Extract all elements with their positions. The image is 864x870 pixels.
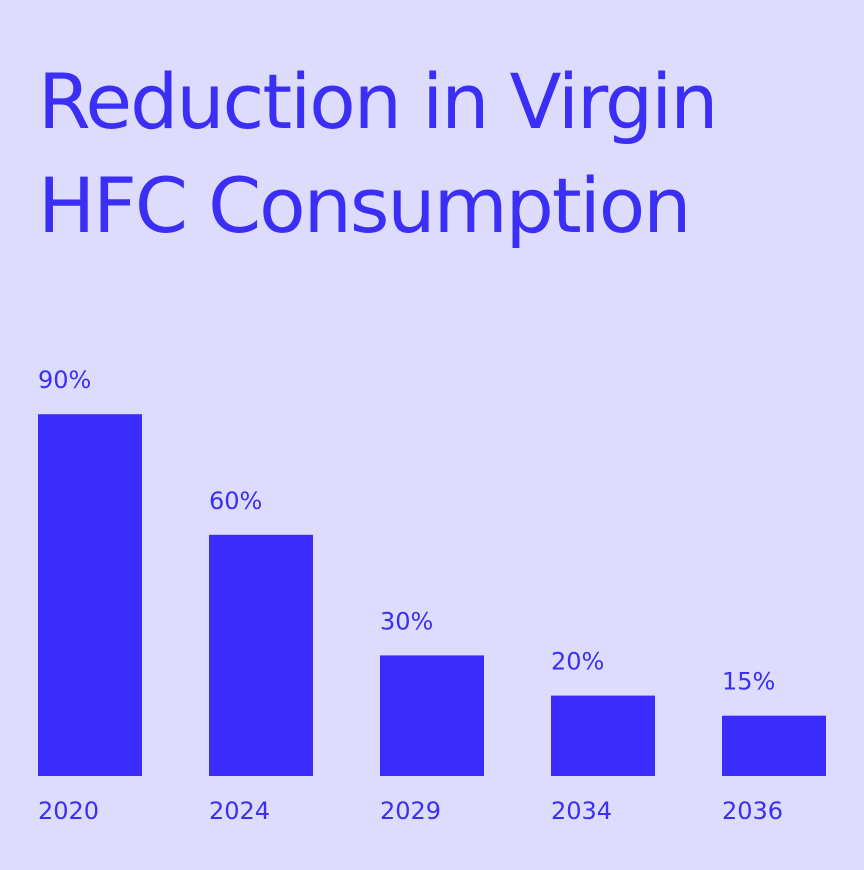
- value-label: 20%: [551, 648, 604, 676]
- value-label: 60%: [209, 487, 262, 515]
- bar: [380, 655, 484, 776]
- bar: [38, 414, 142, 776]
- bar: [209, 534, 313, 776]
- value-label: 30%: [380, 607, 433, 635]
- x-tick-label: 2029: [380, 797, 441, 825]
- chart-title: Reduction in Virgin HFC Consumption: [38, 57, 718, 250]
- bar: [551, 695, 655, 776]
- x-tick-label: 2036: [722, 797, 783, 825]
- bar: [722, 715, 826, 776]
- x-tick-label: 2024: [209, 797, 270, 825]
- x-tick-label: 2034: [551, 797, 612, 825]
- value-label: 90%: [38, 366, 91, 394]
- value-label: 15%: [722, 668, 775, 696]
- x-tick-label: 2020: [38, 797, 99, 825]
